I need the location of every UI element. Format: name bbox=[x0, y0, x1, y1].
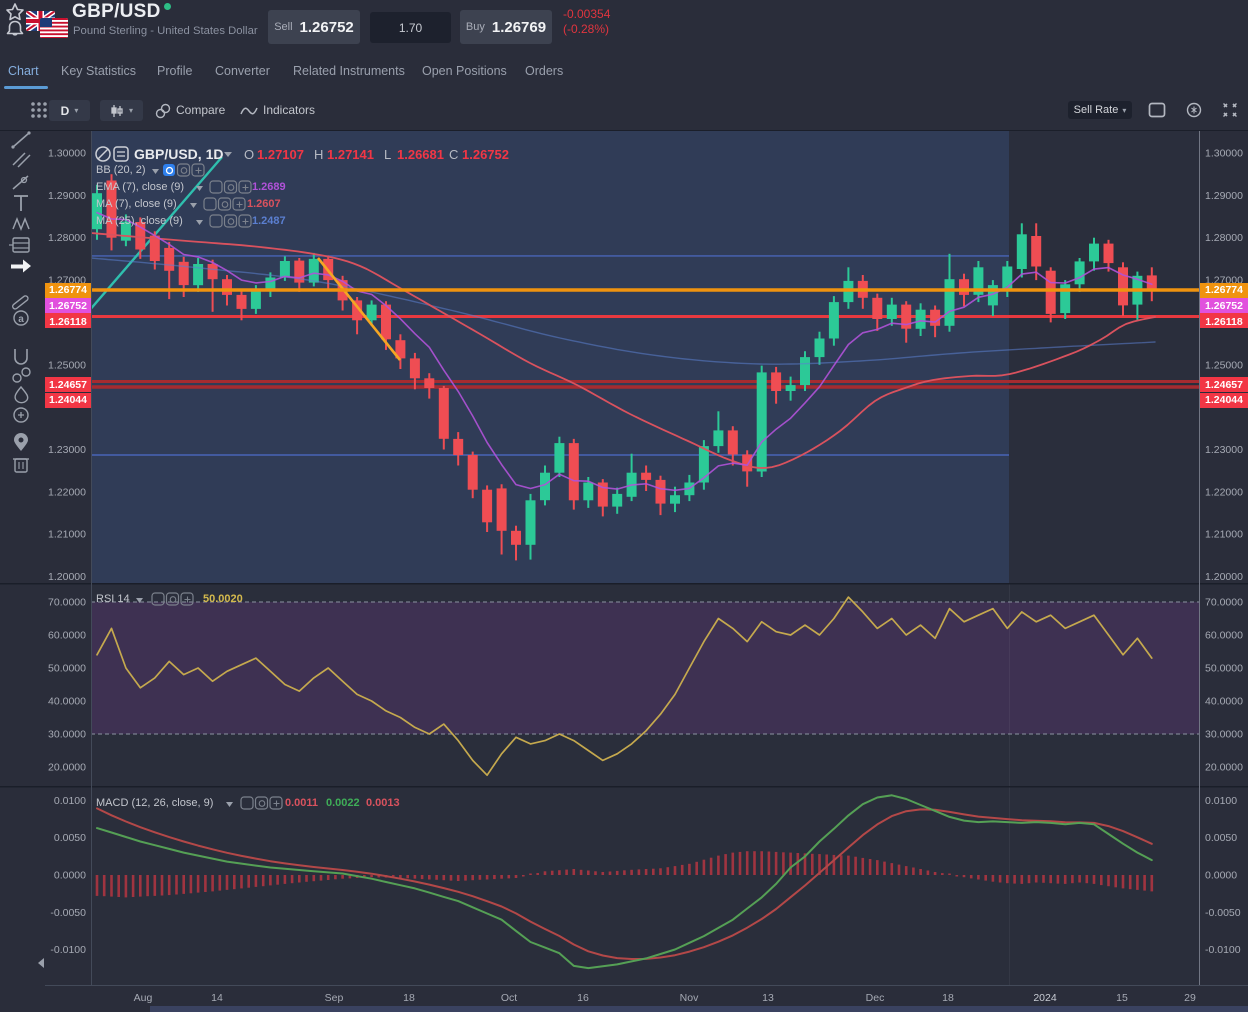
svg-text:1.2689: 1.2689 bbox=[252, 181, 286, 193]
svg-text:1.2487: 1.2487 bbox=[252, 215, 286, 227]
svg-text:1.25000: 1.25000 bbox=[48, 359, 86, 371]
svg-text:1.24657: 1.24657 bbox=[1205, 379, 1243, 391]
svg-text:H: H bbox=[314, 147, 323, 162]
svg-text:1.25000: 1.25000 bbox=[1205, 359, 1243, 371]
svg-text:16: 16 bbox=[577, 992, 589, 1004]
svg-text:1.23000: 1.23000 bbox=[1205, 444, 1243, 456]
svg-text:0.0000: 0.0000 bbox=[1205, 870, 1237, 882]
svg-text:-0.0050: -0.0050 bbox=[1205, 907, 1241, 919]
svg-text:30.0000: 30.0000 bbox=[48, 729, 86, 741]
svg-text:1.26752: 1.26752 bbox=[49, 300, 87, 312]
svg-text:0.0050: 0.0050 bbox=[54, 832, 86, 844]
svg-text:1.28000: 1.28000 bbox=[48, 232, 86, 244]
svg-text:1.26118: 1.26118 bbox=[1205, 316, 1243, 328]
svg-text:Nov: Nov bbox=[680, 992, 699, 1004]
svg-text:-0.0100: -0.0100 bbox=[1205, 944, 1241, 956]
svg-text:1.27107: 1.27107 bbox=[257, 147, 304, 162]
svg-text:1.27141: 1.27141 bbox=[327, 147, 374, 162]
svg-text:GBP/USD, 1D: GBP/USD, 1D bbox=[134, 146, 223, 162]
svg-text:30.0000: 30.0000 bbox=[1205, 729, 1243, 741]
svg-text:0.0000: 0.0000 bbox=[54, 870, 86, 882]
svg-text:1.21000: 1.21000 bbox=[48, 529, 86, 541]
svg-text:50.0000: 50.0000 bbox=[1205, 663, 1243, 675]
svg-text:50.0020: 50.0020 bbox=[203, 593, 243, 605]
svg-text:a: a bbox=[18, 314, 24, 325]
svg-text:1.30000: 1.30000 bbox=[1205, 148, 1243, 160]
svg-text:-0.0050: -0.0050 bbox=[50, 907, 86, 919]
svg-text:50.0000: 50.0000 bbox=[48, 663, 86, 675]
svg-text:-0.0100: -0.0100 bbox=[50, 944, 86, 956]
svg-text:70.0000: 70.0000 bbox=[48, 597, 86, 609]
svg-text:1.22000: 1.22000 bbox=[1205, 486, 1243, 498]
svg-text:18: 18 bbox=[403, 992, 415, 1004]
svg-text:1.26774: 1.26774 bbox=[1205, 284, 1243, 296]
svg-text:15: 15 bbox=[1116, 992, 1128, 1004]
svg-text:1.30000: 1.30000 bbox=[48, 148, 86, 160]
svg-text:29: 29 bbox=[1184, 992, 1196, 1004]
svg-text:1.23000: 1.23000 bbox=[48, 444, 86, 456]
svg-text:Aug: Aug bbox=[134, 992, 153, 1004]
svg-text:20.0000: 20.0000 bbox=[1205, 762, 1243, 774]
svg-text:1.26752: 1.26752 bbox=[1205, 300, 1243, 312]
svg-text:0.0022: 0.0022 bbox=[326, 797, 360, 809]
svg-text:1.26118: 1.26118 bbox=[49, 316, 87, 328]
svg-text:EMA (7), close (9): EMA (7), close (9) bbox=[96, 181, 184, 193]
svg-text:60.0000: 60.0000 bbox=[48, 630, 86, 642]
svg-text:70.0000: 70.0000 bbox=[1205, 597, 1243, 609]
svg-text:MA (7), close (9): MA (7), close (9) bbox=[96, 198, 177, 210]
svg-text:MACD (12, 26, close, 9): MACD (12, 26, close, 9) bbox=[96, 797, 213, 809]
svg-text:1.26774: 1.26774 bbox=[49, 284, 87, 296]
svg-text:14: 14 bbox=[211, 992, 223, 1004]
svg-text:1.26681: 1.26681 bbox=[397, 147, 444, 162]
svg-text:Oct: Oct bbox=[501, 992, 517, 1004]
svg-text:13: 13 bbox=[762, 992, 774, 1004]
svg-text:0.0100: 0.0100 bbox=[54, 795, 86, 807]
svg-text:Sep: Sep bbox=[325, 992, 344, 1004]
svg-text:Dec: Dec bbox=[866, 992, 885, 1004]
svg-text:1.24044: 1.24044 bbox=[49, 394, 87, 406]
svg-text:1.2607: 1.2607 bbox=[247, 198, 281, 210]
svg-text:20.0000: 20.0000 bbox=[48, 762, 86, 774]
svg-text:L: L bbox=[384, 147, 391, 162]
svg-text:60.0000: 60.0000 bbox=[1205, 630, 1243, 642]
svg-text:0.0100: 0.0100 bbox=[1205, 795, 1237, 807]
svg-text:40.0000: 40.0000 bbox=[1205, 696, 1243, 708]
svg-text:1.20000: 1.20000 bbox=[48, 571, 86, 583]
svg-text:1.24657: 1.24657 bbox=[49, 379, 87, 391]
svg-text:40.0000: 40.0000 bbox=[48, 696, 86, 708]
svg-text:2024: 2024 bbox=[1033, 992, 1057, 1004]
svg-text:1.29000: 1.29000 bbox=[1205, 190, 1243, 202]
svg-text:1.22000: 1.22000 bbox=[48, 486, 86, 498]
svg-text:1.21000: 1.21000 bbox=[1205, 529, 1243, 541]
svg-text:BB (20, 2): BB (20, 2) bbox=[96, 164, 146, 176]
svg-text:0.0050: 0.0050 bbox=[1205, 832, 1237, 844]
svg-text:0.0013: 0.0013 bbox=[366, 797, 400, 809]
svg-text:1.26752: 1.26752 bbox=[462, 147, 509, 162]
svg-text:1.28000: 1.28000 bbox=[1205, 232, 1243, 244]
svg-text:18: 18 bbox=[942, 992, 954, 1004]
svg-text:1.20000: 1.20000 bbox=[1205, 571, 1243, 583]
svg-text:RSI 14: RSI 14 bbox=[96, 593, 130, 605]
svg-text:C: C bbox=[449, 147, 458, 162]
svg-text:O: O bbox=[244, 147, 254, 162]
svg-text:1.24044: 1.24044 bbox=[1205, 394, 1243, 406]
svg-text:1.29000: 1.29000 bbox=[48, 190, 86, 202]
svg-text:0.0011: 0.0011 bbox=[285, 797, 318, 809]
svg-text:MA (25), close (9): MA (25), close (9) bbox=[96, 215, 183, 227]
